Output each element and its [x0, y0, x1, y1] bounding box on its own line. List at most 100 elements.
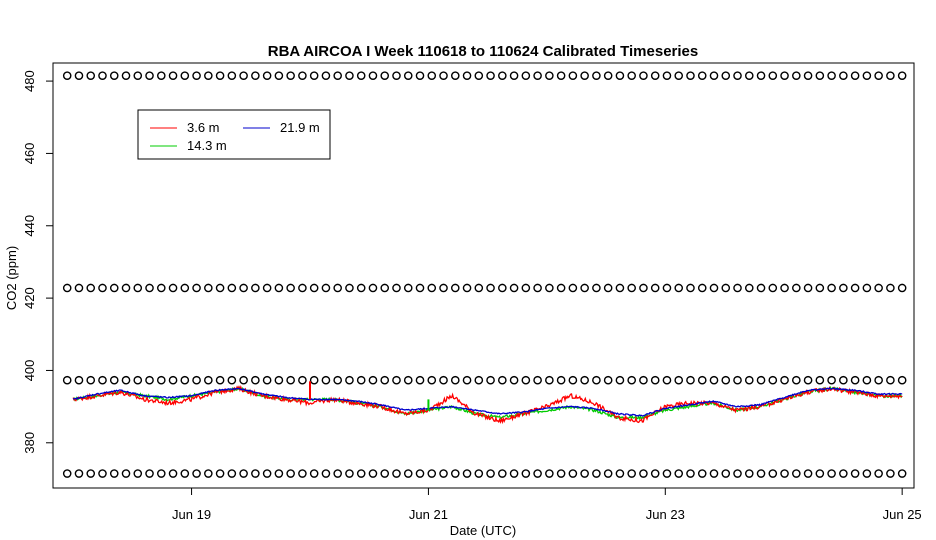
reference-point	[192, 375, 201, 385]
reference-point	[509, 71, 519, 80]
reference-point	[98, 283, 107, 293]
legend-label-21-9m: 21.9 m	[280, 120, 320, 135]
reference-point	[427, 71, 437, 80]
reference-point	[450, 469, 460, 478]
reference-point	[768, 71, 778, 80]
reference-point	[156, 469, 166, 478]
reference-point	[86, 71, 96, 80]
reference-point	[650, 469, 660, 478]
reference-point	[615, 469, 625, 478]
reference-point	[192, 283, 201, 293]
reference-point	[686, 71, 695, 80]
reference-point	[204, 375, 213, 385]
reference-point	[345, 375, 354, 385]
reference-point	[850, 71, 860, 80]
reference-point	[874, 469, 883, 478]
reference-point	[627, 375, 636, 385]
reference-point	[227, 71, 237, 80]
reference-point	[686, 375, 695, 385]
reference-point	[74, 283, 84, 293]
reference-point	[450, 71, 460, 80]
reference-point	[580, 469, 589, 478]
reference-point-row	[62, 469, 907, 478]
reference-point	[168, 71, 178, 80]
reference-point	[121, 375, 131, 385]
reference-point	[251, 283, 260, 293]
legend-label-3-6m: 3.6 m	[187, 120, 220, 135]
reference-point	[545, 469, 554, 478]
reference-point	[392, 71, 401, 80]
reference-point	[568, 375, 578, 385]
reference-point	[568, 71, 578, 80]
reference-point	[192, 71, 201, 80]
reference-point	[298, 375, 307, 385]
reference-point	[145, 71, 154, 80]
reference-point	[733, 469, 742, 478]
reference-point	[239, 469, 248, 478]
reference-point	[239, 375, 248, 385]
reference-point	[215, 71, 225, 80]
reference-point	[792, 375, 801, 385]
reference-point	[639, 71, 648, 80]
reference-point	[874, 71, 883, 80]
reference-point	[439, 469, 448, 478]
reference-point	[568, 469, 578, 478]
reference-point	[827, 71, 836, 80]
reference-point	[650, 283, 660, 293]
reference-point	[733, 71, 742, 80]
reference-point	[86, 469, 96, 478]
reference-point	[580, 283, 589, 293]
reference-point	[74, 375, 84, 385]
reference-point	[298, 283, 307, 293]
reference-point	[298, 469, 307, 478]
y-tick-label: 440	[22, 215, 37, 237]
reference-point	[309, 283, 319, 293]
reference-point	[556, 469, 566, 478]
reference-point	[768, 469, 778, 478]
reference-point	[556, 71, 566, 80]
reference-point	[109, 469, 119, 478]
reference-point	[897, 469, 907, 478]
reference-point	[145, 469, 154, 478]
reference-point	[662, 71, 672, 80]
reference-point	[215, 283, 225, 293]
reference-point	[697, 283, 707, 293]
reference-point	[392, 375, 401, 385]
reference-point	[827, 375, 836, 385]
reference-point	[686, 469, 695, 478]
reference-point	[168, 469, 178, 478]
y-tick-label: 420	[22, 287, 37, 309]
y-tick-label: 380	[22, 432, 37, 454]
reference-point	[862, 469, 872, 478]
reference-point-row	[62, 375, 907, 385]
reference-point	[756, 469, 766, 478]
x-tick-label: Jun 21	[409, 507, 448, 522]
reference-point	[603, 71, 613, 80]
reference-point	[533, 375, 542, 385]
reference-point	[474, 375, 484, 385]
reference-point	[109, 283, 119, 293]
reference-point	[368, 469, 378, 478]
reference-point	[321, 375, 331, 385]
reference-point	[709, 283, 719, 293]
reference-point	[204, 283, 213, 293]
reference-point	[509, 375, 519, 385]
reference-point	[415, 283, 425, 293]
reference-point	[462, 375, 472, 385]
reference-point	[356, 469, 366, 478]
reference-point	[368, 71, 378, 80]
reference-point	[227, 375, 237, 385]
reference-point	[674, 469, 684, 478]
x-tick-label: Jun 23	[646, 507, 685, 522]
series-line-3-6m	[72, 385, 903, 425]
reference-point	[721, 71, 731, 80]
reference-point	[498, 71, 507, 80]
reference-point	[439, 375, 448, 385]
legend-box	[137, 109, 331, 160]
reference-point	[498, 375, 507, 385]
reference-point	[627, 71, 636, 80]
reference-point	[321, 469, 331, 478]
reference-point	[450, 375, 460, 385]
reference-point	[450, 283, 460, 293]
